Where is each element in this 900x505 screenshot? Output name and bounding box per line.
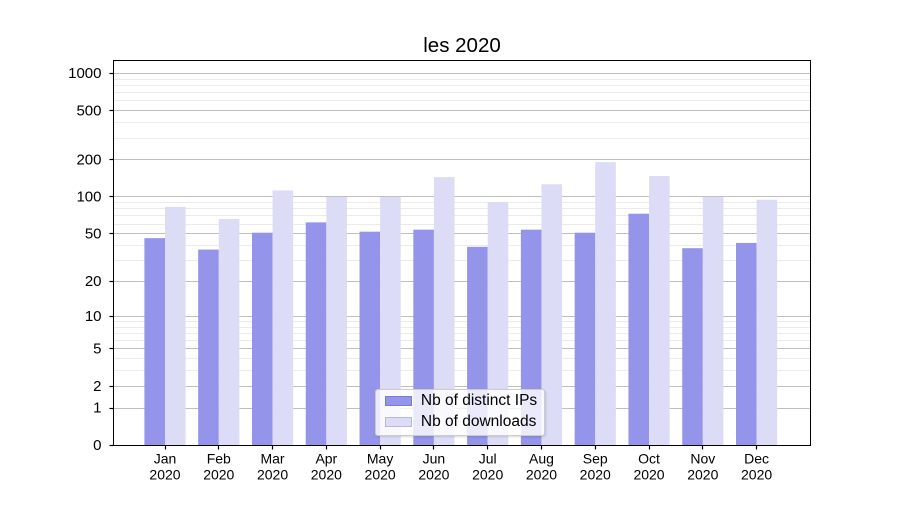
svg-text:2020: 2020: [311, 466, 342, 482]
svg-text:1000: 1000: [68, 65, 101, 82]
svg-text:2020: 2020: [687, 466, 718, 482]
svg-text:2020: 2020: [580, 466, 611, 482]
svg-text:500: 500: [76, 102, 101, 119]
svg-text:2020: 2020: [526, 466, 557, 482]
svg-text:1: 1: [93, 400, 101, 417]
svg-text:2: 2: [93, 378, 101, 395]
svg-text:Sep: Sep: [583, 450, 608, 466]
svg-text:2020: 2020: [418, 466, 449, 482]
svg-text:Aug: Aug: [529, 450, 554, 466]
svg-text:5: 5: [93, 340, 101, 357]
svg-text:2020: 2020: [741, 466, 772, 482]
svg-text:100: 100: [76, 188, 101, 205]
svg-text:2020: 2020: [257, 466, 288, 482]
svg-text:Feb: Feb: [207, 450, 231, 466]
svg-text:Jan: Jan: [154, 450, 177, 466]
svg-text:2020: 2020: [203, 466, 234, 482]
svg-text:10: 10: [85, 308, 102, 325]
svg-text:2020: 2020: [633, 466, 664, 482]
svg-text:0: 0: [93, 437, 101, 454]
svg-text:Jun: Jun: [423, 450, 446, 466]
svg-text:200: 200: [76, 151, 101, 168]
svg-text:20: 20: [85, 273, 102, 290]
svg-text:Oct: Oct: [638, 450, 660, 466]
svg-text:2020: 2020: [472, 466, 503, 482]
svg-text:May: May: [367, 450, 393, 466]
svg-text:2020: 2020: [149, 466, 180, 482]
svg-text:Jul: Jul: [479, 450, 497, 466]
svg-text:Nov: Nov: [690, 450, 715, 466]
svg-text:Dec: Dec: [744, 450, 769, 466]
svg-text:Mar: Mar: [260, 450, 284, 466]
svg-text:Apr: Apr: [315, 450, 337, 466]
svg-text:2020: 2020: [365, 466, 396, 482]
svg-text:50: 50: [85, 225, 102, 242]
